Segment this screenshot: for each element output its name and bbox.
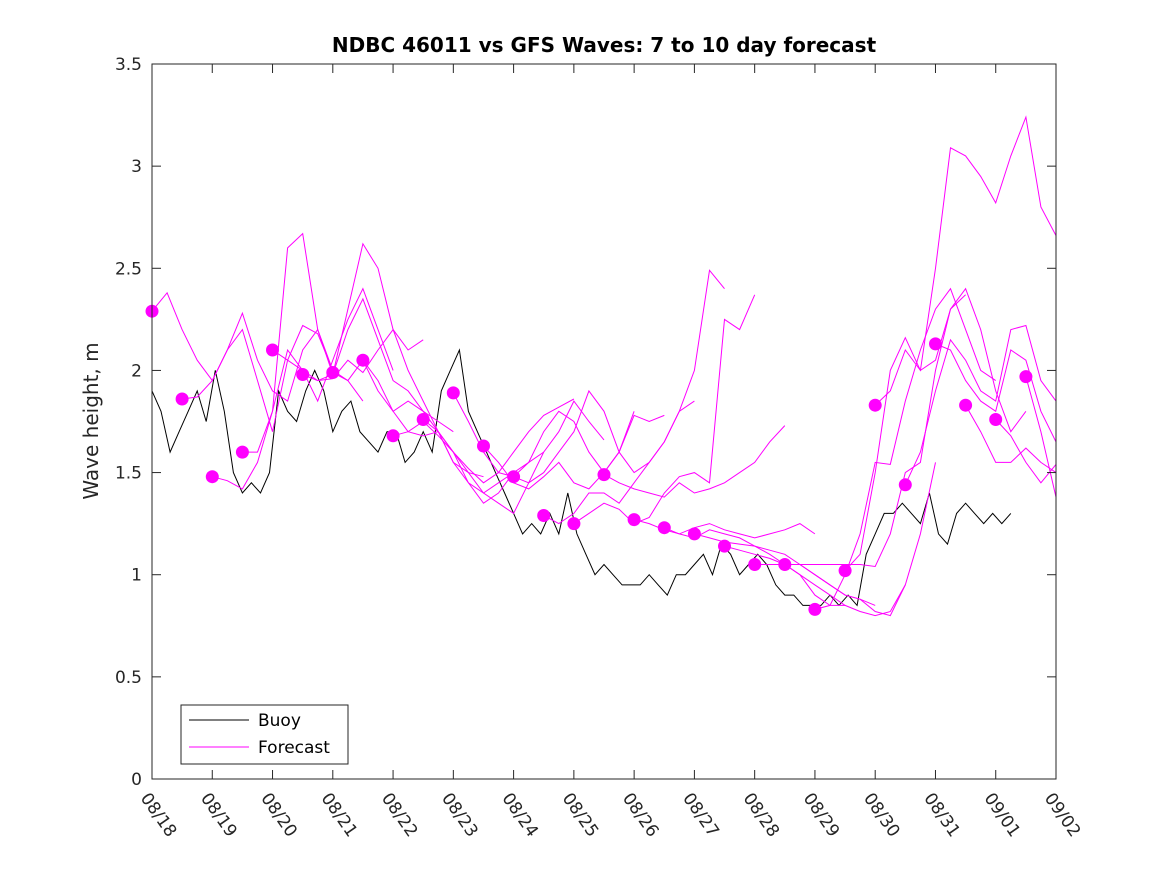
legend-box (180, 704, 349, 765)
forecast-marker-6 (296, 368, 310, 381)
forecast-line-27 (935, 343, 1057, 443)
forecast-marker-3 (205, 470, 219, 484)
forecast-line-24 (844, 287, 1027, 571)
forecast-marker-11 (446, 386, 460, 400)
y-tick-label: 3.5 (115, 55, 142, 75)
forecast-line-25 (874, 115, 1057, 406)
forecast-marker-30 (1019, 370, 1033, 384)
forecast-line-22 (784, 294, 966, 568)
forecast-line-26 (904, 324, 1057, 486)
forecast-line-10 (422, 400, 605, 515)
plot-area (152, 64, 1056, 779)
y-axis-label: Wave height, m (79, 342, 103, 499)
y-tick-label: 1.5 (115, 464, 142, 484)
y-tick-label: 0 (131, 770, 142, 790)
forecast-marker-15 (567, 517, 581, 531)
forecast-marker-19 (687, 527, 701, 541)
forecast-line-29 (995, 419, 1057, 484)
forecast-marker-22 (778, 558, 792, 571)
forecast-marker-10 (416, 413, 430, 426)
forecast-marker-17 (627, 513, 641, 527)
forecast-marker-26 (898, 478, 912, 492)
forecast-marker-25 (868, 398, 882, 412)
forecast-marker-27 (929, 337, 942, 351)
forecast-line-28 (965, 404, 1057, 474)
forecast-line-1 (151, 291, 334, 402)
forecast-marker-21 (748, 558, 762, 571)
series-layer (151, 115, 1057, 617)
forecast-line-16 (603, 425, 786, 498)
forecast-marker-28 (959, 398, 973, 412)
forecast-marker-9 (386, 429, 400, 443)
forecast-marker-2 (175, 392, 189, 406)
buoy-line (151, 348, 1012, 607)
forecast-marker-29 (989, 413, 1003, 426)
y-tick-label: 3 (131, 157, 142, 177)
y-tick-label: 2.5 (115, 259, 142, 279)
legend-label-buoy: Buoy (258, 711, 301, 731)
forecast-line-14 (543, 269, 725, 525)
forecast-marker-12 (477, 439, 490, 453)
legend: Buoy Forecast (180, 704, 349, 765)
y-tick-label: 1 (131, 566, 142, 586)
forecast-line-20 (724, 545, 906, 617)
forecast-marker-13 (507, 470, 521, 484)
forecast-marker-14 (537, 509, 551, 522)
y-tick-label: 0.5 (115, 668, 142, 688)
plot-frame (151, 63, 1057, 780)
forecast-marker-24 (838, 564, 852, 578)
forecast-marker-23 (808, 602, 822, 616)
y-tick-label: 2 (131, 361, 142, 381)
forecast-marker-16 (597, 468, 611, 482)
chart-title: NDBC 46011 vs GFS Waves: 7 to 10 day for… (332, 33, 877, 57)
forecast-marker-4 (235, 445, 249, 459)
marker-layer (145, 304, 1033, 616)
forecast-marker-20 (718, 539, 731, 553)
forecast-marker-18 (657, 521, 671, 535)
forecast-marker-5 (266, 343, 279, 357)
forecast-line-30 (1025, 376, 1057, 498)
forecast-marker-8 (356, 353, 370, 367)
legend-label-forecast: Forecast (258, 738, 330, 758)
forecast-line-15 (573, 294, 756, 525)
forecast-marker-7 (326, 366, 340, 379)
